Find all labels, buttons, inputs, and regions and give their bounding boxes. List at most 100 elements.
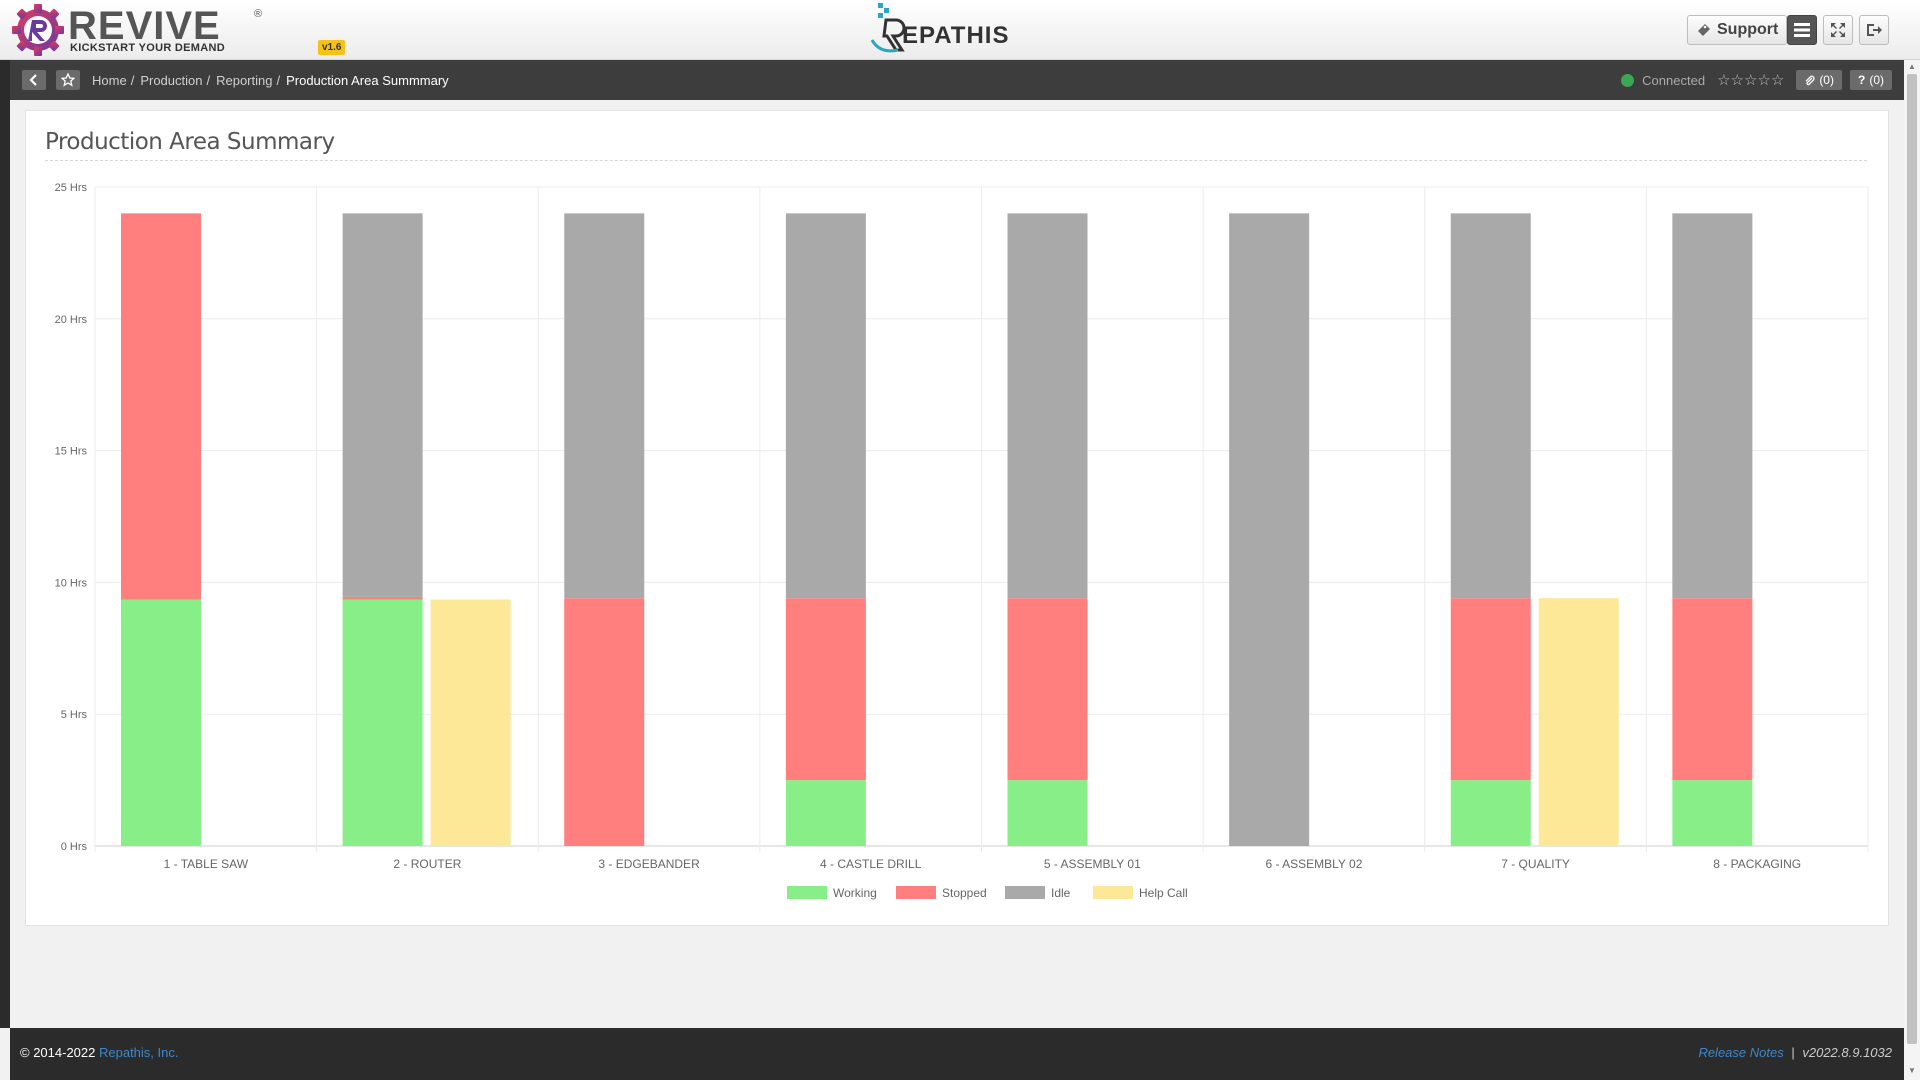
company-link[interactable]: Repathis, Inc. [98,1045,179,1060]
x-category-label: 7 - QUALITY [1501,857,1570,871]
hamburger-icon [1794,23,1810,37]
summary-panel: Production Area Summary 0 Hrs 5 Hrs 10 Hrs… [25,110,1889,926]
expand-icon [1831,23,1845,37]
connection-status-icon [1621,73,1635,87]
question-icon: ? [1857,73,1866,87]
footer-copyright: © 2014-2022 Repathis, Inc. [20,1045,178,1060]
bar-idle[interactable] [564,213,645,599]
breadcrumb-reporting[interactable]: Reporting [216,72,273,88]
logout-icon [1867,24,1882,36]
ticket-icon [1698,24,1710,36]
brand-tagline: KICKSTART YOUR DEMAND [70,42,226,54]
footer-separator: | [1791,1045,1795,1060]
bar-stopped[interactable] [342,596,423,600]
copyright-text: © 2014-2022 [20,1045,96,1060]
x-category-label: 5 - ASSEMBLY 01 [1044,857,1141,871]
repathis-logo[interactable]: EPATHIS [868,0,1033,56]
bar-working[interactable] [342,599,423,846]
breadcrumb: Home / Production / Reporting / Production … [92,72,449,88]
scroll-thumb[interactable] [1907,74,1917,1044]
release-notes-link[interactable]: Release Notes [1698,1045,1784,1060]
y-tick-label: 15 Hrs [55,446,88,458]
legend-swatch [896,886,936,899]
brand-word: REVIVE [68,4,221,48]
breadcrumb-right: Connected ☆☆☆☆☆ (0) ? (0) [1621,60,1892,100]
legend-label[interactable]: Help Call [1139,886,1188,900]
bar-working[interactable] [121,599,201,846]
legend-swatch [1093,886,1133,899]
logout-button[interactable] [1859,15,1889,45]
top-header: REVIVE ® KICKSTART YOUR DEMAND v1.6 EPAT… [0,0,1920,60]
legend-swatch [787,886,827,899]
repathis-r-icon [870,3,906,53]
y-tick-label: 20 Hrs [55,314,88,326]
bar-working[interactable] [785,780,866,846]
bar-stopped[interactable] [1007,598,1088,781]
y-tick-label: 10 Hrs [55,577,88,589]
left-strip [0,60,10,1028]
menu-button[interactable] [1787,15,1817,45]
bar-working[interactable] [1007,780,1088,846]
revive-logo[interactable]: REVIVE ® KICKSTART YOUR DEMAND v1.6 [10,2,346,58]
bar-stopped[interactable] [785,598,866,781]
paperclip-icon [1805,75,1815,85]
page-scrollbar[interactable]: ▲ ▼ [1904,60,1920,1080]
legend-swatch [1005,886,1045,899]
x-category-label: 8 - PACKAGING [1713,857,1801,871]
legend-label[interactable]: Idle [1051,886,1071,900]
y-tick-label: 5 Hrs [61,709,88,721]
legend-label[interactable]: Stopped [942,886,987,900]
bar-stopped[interactable] [1450,598,1531,781]
bars-layer [121,213,1753,847]
star-icon [61,73,75,87]
y-tick-label: 0 Hrs [61,841,88,853]
x-category-label: 2 - ROUTER [393,857,461,871]
bar-stopped[interactable] [121,213,201,600]
breadcrumb-production[interactable]: Production [140,72,203,88]
attachments-button[interactable]: (0) [1796,70,1842,90]
support-button[interactable]: Support [1687,15,1788,45]
bar-stopped[interactable] [564,598,645,846]
breadcrumb-bar: Home / Production / Reporting / Production … [10,60,1904,100]
bar-idle[interactable] [1229,213,1310,847]
breadcrumb-current: Production Area Summmary [286,72,449,88]
build-version: v2022.8.9.1032 [1802,1045,1892,1060]
title-divider [45,160,1867,161]
bar-working[interactable] [1672,780,1753,846]
bar-help-call[interactable] [430,599,511,846]
chevron-left-icon [29,74,37,86]
revive-gear-icon [12,4,64,56]
bar-idle[interactable] [342,213,423,597]
labels-layer: 0 Hrs 5 Hrs 10 Hrs 15 Hrs 20 Hrs 25 Hrs 1 - TA… [55,182,1801,871]
bar-stopped[interactable] [1672,598,1753,781]
support-label: Support [1717,21,1779,38]
footer: © 2014-2022 Repathis, Inc. Release Notes… [10,1028,1904,1080]
rating-stars[interactable]: ☆☆☆☆☆ [1717,72,1785,89]
bar-idle[interactable] [1672,213,1753,599]
x-category-label: 1 - TABLE SAW [164,857,249,871]
scroll-up-icon[interactable]: ▲ [1908,62,1916,71]
footer-version: Release Notes | v2022.8.9.1032 [1698,1045,1892,1060]
version-badge: v1.6 [318,40,346,55]
scroll-down-icon[interactable]: ▼ [1908,1066,1916,1075]
attachments-count: (0) [1819,73,1834,87]
legend-layer: Working Stopped Idle Help Call [787,886,1188,900]
bar-idle[interactable] [1007,213,1088,599]
back-button[interactable] [22,70,46,90]
bar-idle[interactable] [1450,213,1531,599]
bar-idle[interactable] [785,213,866,599]
fullscreen-button[interactable] [1823,15,1853,45]
x-category-label: 6 - ASSEMBLY 02 [1265,857,1362,871]
breadcrumb-home[interactable]: Home [92,72,127,88]
help-button[interactable]: ? (0) [1849,70,1892,90]
x-category-label: 4 - CASTLE DRILL [820,857,922,871]
bar-working[interactable] [1450,780,1531,846]
favorite-button[interactable] [56,70,80,90]
bar-help-call[interactable] [1538,598,1619,846]
legend-label[interactable]: Working [833,886,877,900]
y-tick-label: 25 Hrs [55,182,88,194]
page-title: Production Area Summary [45,129,335,155]
production-chart: 0 Hrs 5 Hrs 10 Hrs 15 Hrs 20 Hrs 25 Hrs 1 - TA… [55,182,1869,900]
center-brand-text: EPATHIS [902,22,1010,49]
x-category-label: 3 - EDGEBANDER [598,857,700,871]
